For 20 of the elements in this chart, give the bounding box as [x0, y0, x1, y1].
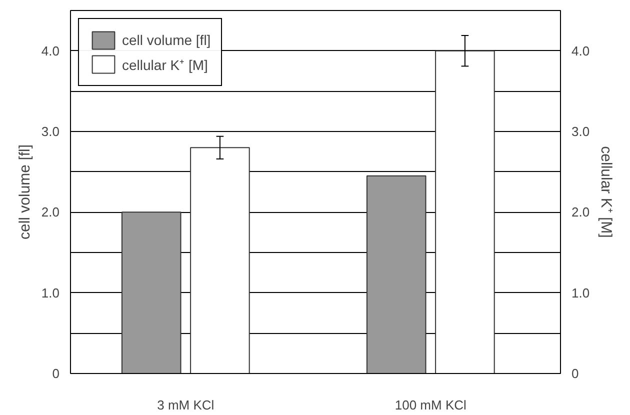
- y-tick-label: 2.0: [41, 204, 60, 220]
- y2-tick-label: 3.0: [572, 124, 590, 139]
- bar: [435, 50, 495, 374]
- x-tick-label: 100 mM KCl: [394, 398, 467, 412]
- y2-tick-label: 1.0: [572, 285, 590, 300]
- bar: [121, 212, 182, 374]
- y-tick-label: 4.0: [41, 43, 60, 58]
- y2-tick-label: 2.0: [572, 204, 590, 220]
- x-tick-label: 3 mM KCl: [157, 398, 214, 412]
- legend-label: cellular K⁺ [M]: [122, 56, 208, 74]
- y-tick-label: 3.0: [41, 124, 60, 139]
- y2-tick-label: 0: [572, 366, 579, 381]
- legend-label: cell volume [fl]: [122, 32, 211, 48]
- y-axis-title: cell volume [fl]: [16, 144, 34, 240]
- bar: [190, 147, 250, 374]
- y2-axis-title: cellular K⁺ [M]: [598, 146, 615, 238]
- bar: [366, 175, 426, 374]
- y2-tick-label: 4.0: [572, 43, 590, 58]
- y-tick-label: 1.0: [41, 285, 60, 300]
- y-tick-label: 0: [52, 366, 60, 381]
